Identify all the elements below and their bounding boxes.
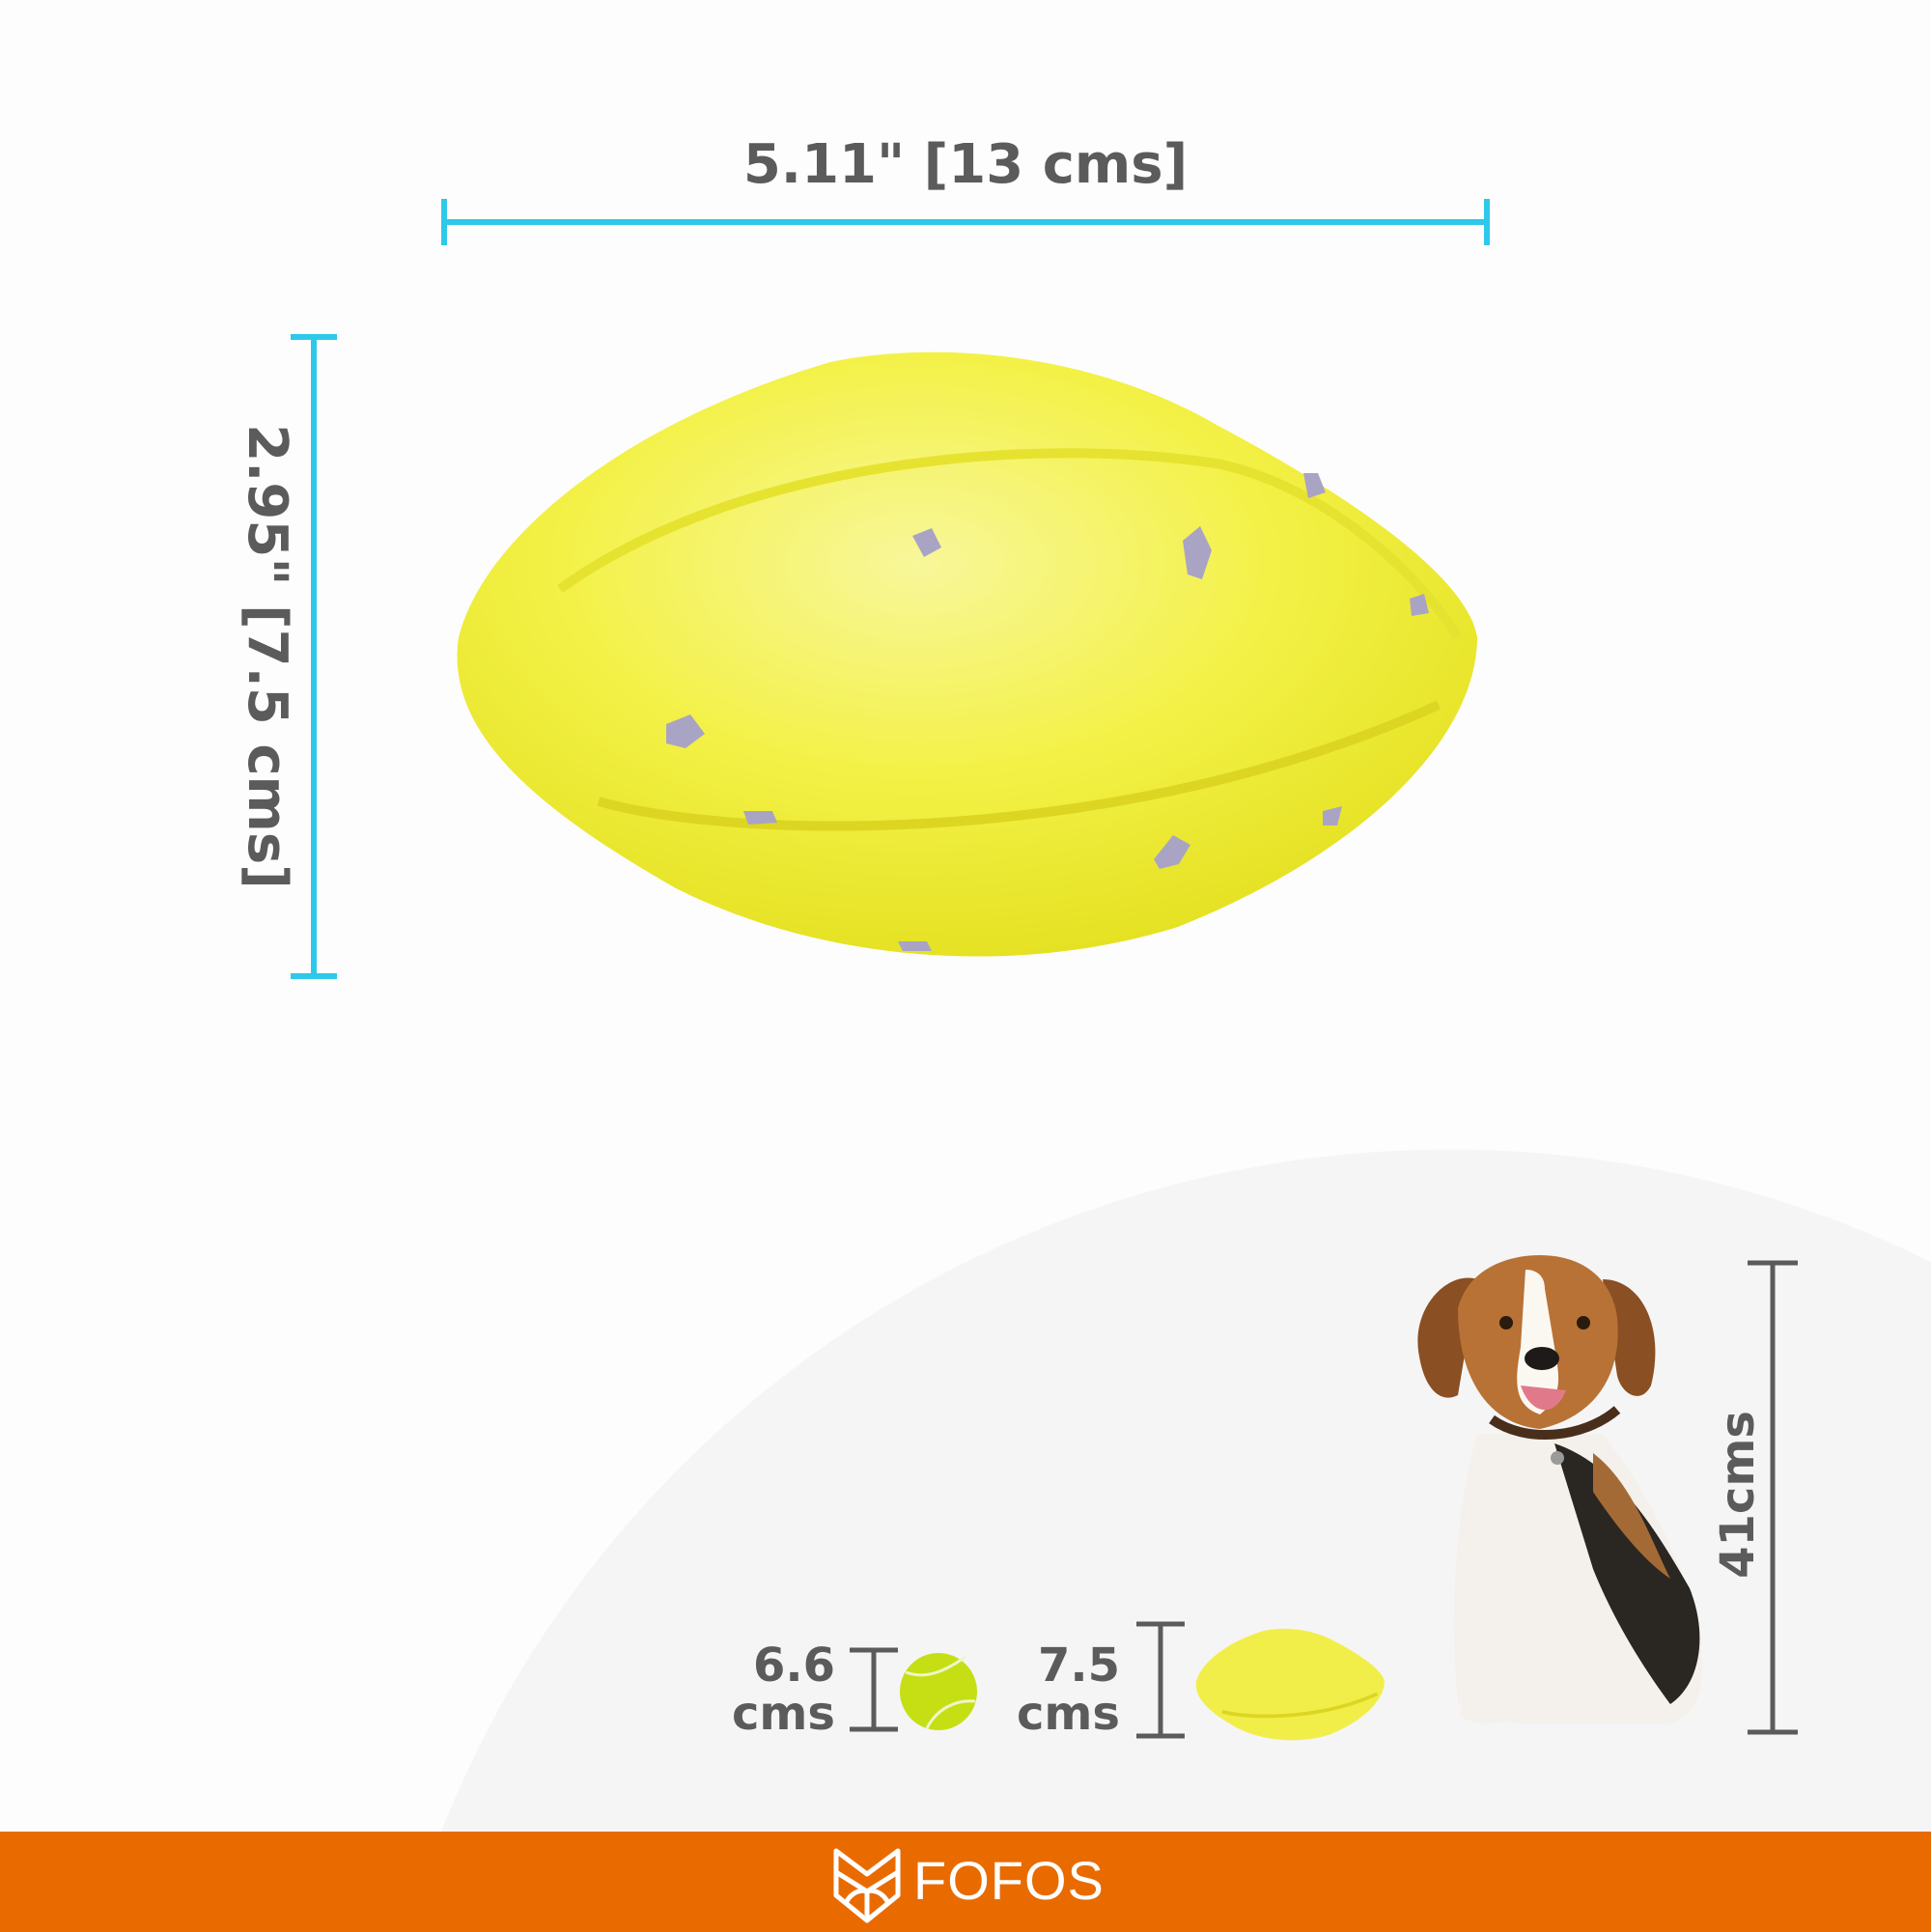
toy-unit: cms	[1016, 1687, 1120, 1741]
tennis-ball-unit: cms	[731, 1687, 835, 1741]
toy-size: 7.5 cms	[994, 1641, 1120, 1738]
toy-bracket	[1136, 1621, 1185, 1739]
height-dimension-line	[291, 334, 337, 979]
tennis-ball-value: 6.6	[752, 1638, 835, 1693]
height-label: 2.95" [7.5 cms]	[236, 424, 298, 889]
tennis-ball-image	[900, 1653, 977, 1730]
football-toy-image	[457, 351, 1477, 957]
dog-height-label: 41cms	[1711, 1411, 1765, 1579]
tennis-ball-size: 6.6 cms	[714, 1641, 835, 1738]
dog-height-bracket	[1748, 1260, 1798, 1735]
beagle-dog-image	[1417, 1255, 1703, 1723]
brand-footer: FOFOS	[0, 1832, 1931, 1932]
toy-value: 7.5	[1037, 1638, 1120, 1693]
width-label: 5.11" [13 cms]	[742, 133, 1189, 196]
fox-logo-icon	[833, 1848, 901, 1923]
brand-name: FOFOS	[913, 1850, 1105, 1911]
tennis-ball-bracket	[850, 1647, 898, 1732]
width-dimension-line	[441, 199, 1490, 245]
small-toy-image	[1195, 1628, 1385, 1741]
